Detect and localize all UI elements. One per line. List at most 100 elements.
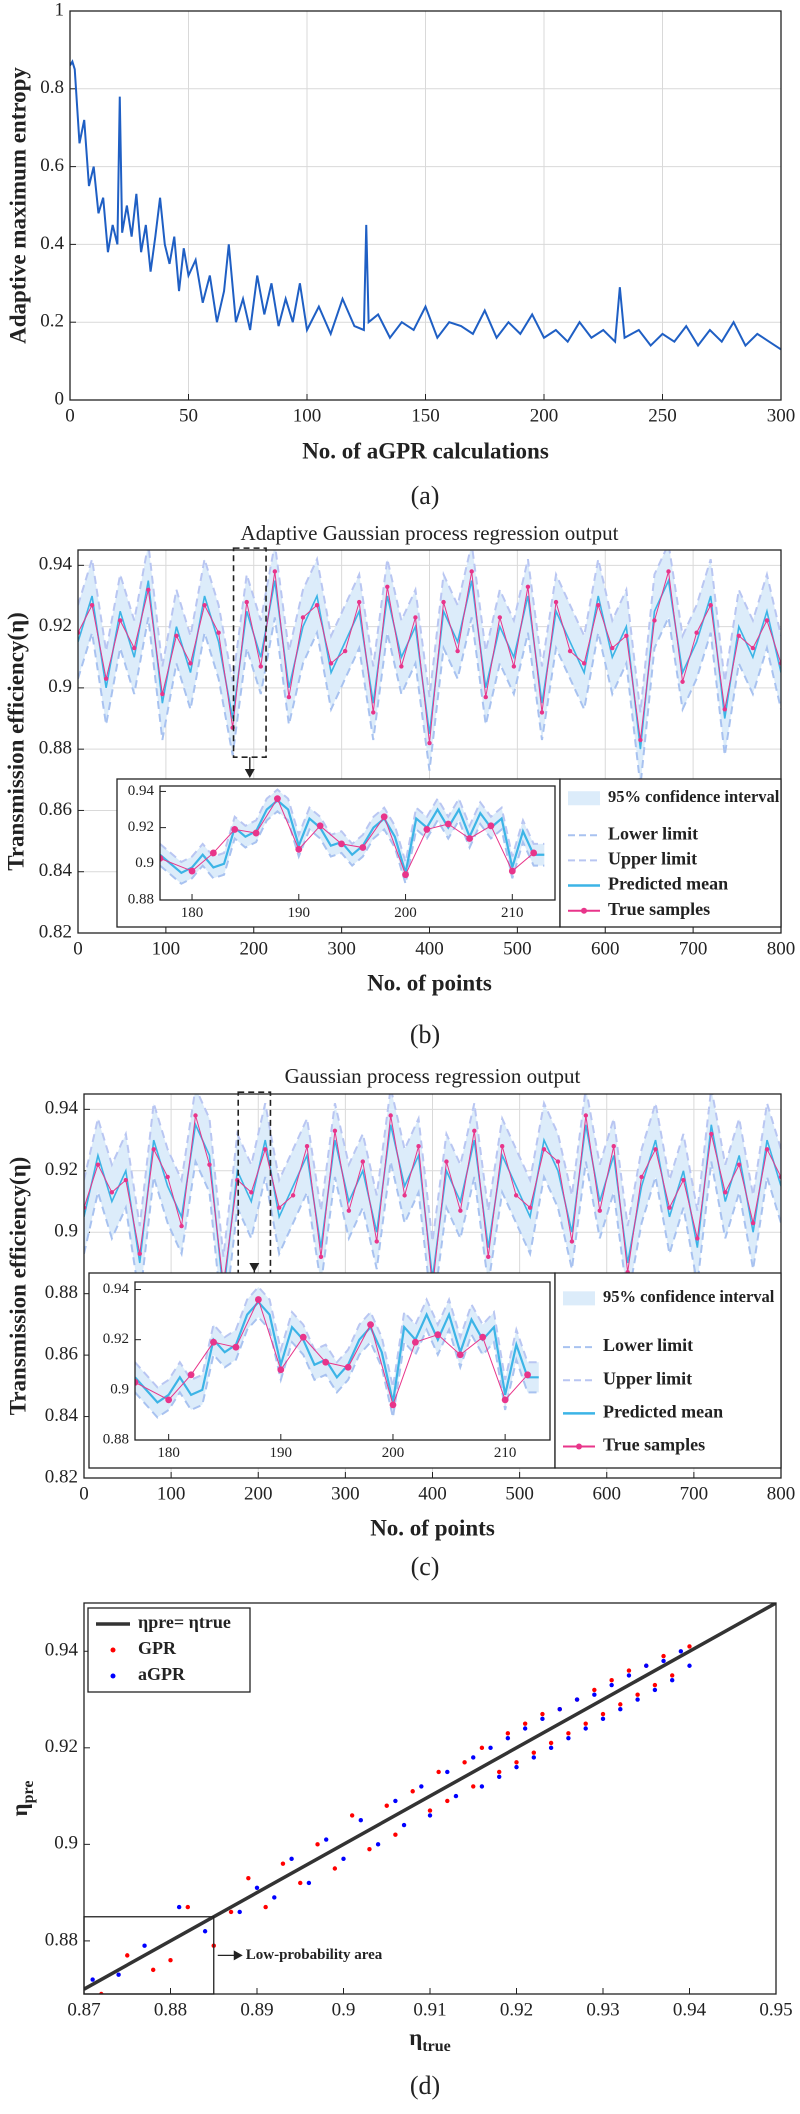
point xyxy=(393,1832,398,1837)
true-sample xyxy=(252,829,260,837)
axes-frame xyxy=(159,785,556,901)
true-sample xyxy=(272,569,278,574)
inset-background xyxy=(88,1272,556,1469)
true-sample xyxy=(666,569,671,574)
true-sample xyxy=(527,1205,533,1210)
upper-limit xyxy=(84,1094,781,1257)
true-sample xyxy=(385,584,390,589)
x-tick-label: 210 xyxy=(501,905,524,921)
true-sample xyxy=(304,1144,310,1149)
point xyxy=(436,1769,441,1775)
true-sample xyxy=(187,1371,195,1379)
true-sample xyxy=(458,1208,463,1213)
y-tick-label: 0.86 xyxy=(45,1343,78,1364)
point xyxy=(609,1678,614,1683)
legend-swatch xyxy=(568,791,600,806)
y-tick-label: 0.92 xyxy=(45,1159,78,1180)
point xyxy=(505,1735,511,1741)
x-tick-label: 300 xyxy=(767,405,796,426)
x-tick-label: 100 xyxy=(157,1483,186,1504)
true-sample xyxy=(258,664,263,669)
true-sample xyxy=(328,661,334,666)
reference-line xyxy=(84,1603,776,1991)
true-sample xyxy=(193,1113,198,1118)
y-tick-label: 0.94 xyxy=(45,1640,79,1661)
true-sample xyxy=(423,826,431,833)
y-tick-label: 0.88 xyxy=(45,1282,78,1303)
point xyxy=(393,1798,398,1804)
true-sample xyxy=(346,1208,352,1213)
y-tick-label: 0.8 xyxy=(40,77,64,98)
plot-area xyxy=(78,550,781,787)
point xyxy=(661,1653,666,1659)
legend-label: Predicted mean xyxy=(608,874,728,894)
y-tick-label: 0.86 xyxy=(39,799,72,820)
true-sample xyxy=(207,1162,212,1167)
predicted-mean xyxy=(160,799,545,875)
y-tick-label: 0.92 xyxy=(128,819,154,835)
true-sample xyxy=(479,1333,487,1341)
true-sample xyxy=(455,648,460,654)
x-tick-label: 0.87 xyxy=(67,1999,100,2020)
legend-box xyxy=(554,1272,782,1469)
point xyxy=(635,1692,640,1697)
axis-label: ηtrue xyxy=(409,2025,451,2054)
upper-limit xyxy=(135,1285,539,1389)
true-sample xyxy=(681,1177,686,1183)
true-sample xyxy=(483,694,488,700)
point xyxy=(471,1755,476,1760)
point xyxy=(298,1880,303,1886)
legend-marker xyxy=(576,1443,582,1450)
true-sample xyxy=(210,1338,217,1346)
y-tick-label: 0.82 xyxy=(45,1466,78,1487)
true-sample xyxy=(413,615,418,620)
true-sample xyxy=(209,849,217,857)
point xyxy=(306,1880,312,1886)
chart-title: Gaussian process regression output xyxy=(285,1064,581,1088)
true-sample xyxy=(553,599,559,605)
y-tick-label: 0.94 xyxy=(45,1098,79,1119)
true-sample xyxy=(652,618,657,623)
y-tick-label: 0.94 xyxy=(128,783,155,799)
x-axis-label: No. of points xyxy=(370,1515,495,1540)
annotation-arrowhead xyxy=(233,1950,243,1961)
point xyxy=(522,1726,528,1731)
x-tick-label: 0.94 xyxy=(673,1999,707,2020)
y-tick-label: 0.9 xyxy=(54,1833,78,1854)
true-sample xyxy=(402,871,409,879)
point xyxy=(427,1808,433,1813)
x-tick-label: 0.88 xyxy=(154,1999,187,2020)
point xyxy=(471,1784,476,1789)
x-tick-label: 50 xyxy=(179,405,198,426)
point xyxy=(401,1822,407,1828)
x-tick-label: 0 xyxy=(79,1483,89,1504)
true-sample xyxy=(188,867,196,875)
point xyxy=(609,1682,614,1688)
panel-caption: (a) xyxy=(411,481,440,510)
point xyxy=(644,1663,649,1668)
point xyxy=(687,1663,692,1668)
point xyxy=(367,1846,372,1852)
true-sample xyxy=(202,602,207,608)
point xyxy=(531,1755,536,1760)
plot-area xyxy=(84,1603,776,1994)
point xyxy=(176,1904,182,1910)
true-sample xyxy=(511,664,517,669)
point xyxy=(618,1706,623,1712)
legend-swatch xyxy=(563,1291,595,1306)
true-sample xyxy=(524,1371,531,1379)
point xyxy=(410,1789,415,1794)
point xyxy=(514,1760,519,1765)
point xyxy=(479,1745,485,1751)
label-sub: pre xyxy=(20,1781,37,1804)
true-sample xyxy=(569,1239,575,1244)
point xyxy=(678,1649,684,1654)
true-sample xyxy=(638,737,643,743)
point xyxy=(661,1658,666,1664)
y-tick-label: 0.9 xyxy=(135,855,154,871)
confidence-area xyxy=(78,550,781,786)
point xyxy=(548,1740,554,1746)
point xyxy=(583,1726,588,1731)
x-tick-label: 180 xyxy=(157,1445,180,1461)
